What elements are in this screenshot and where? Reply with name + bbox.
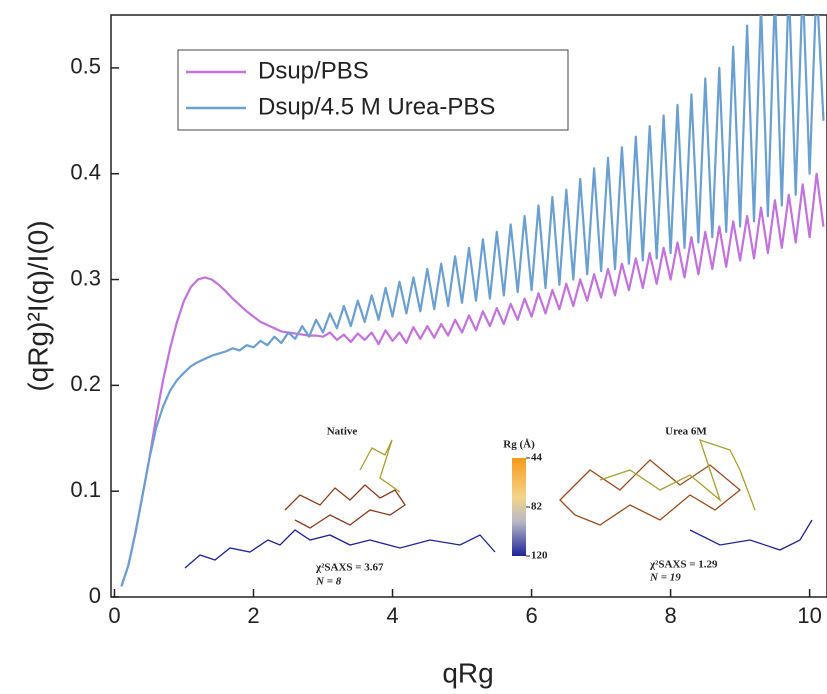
series-line [120, 15, 825, 587]
annotation: Urea 6M [665, 426, 707, 438]
plot-area [120, 15, 825, 587]
legend-label: Dsup/PBS [258, 57, 369, 84]
structure-insets [184, 438, 813, 569]
legend-label: Dsup/4.5 M Urea-PBS [258, 93, 495, 120]
colorbar [512, 458, 526, 556]
series-line [120, 172, 825, 587]
y-tick-label: 0.1 [70, 477, 101, 502]
colorbar-label: Rg (Å) [503, 439, 535, 451]
y-tick-label: 0.5 [70, 54, 101, 79]
colorbar-tick-label: 120 [531, 550, 548, 562]
x-tick-label: 6 [525, 603, 537, 628]
y-tick-label: 0.3 [70, 265, 101, 290]
x-tick-label: 10 [797, 603, 821, 628]
colorbar-tick-label: 82 [531, 501, 543, 513]
x-tick-label: 0 [108, 603, 120, 628]
y-tick-label: 0.2 [70, 371, 101, 396]
annotation: χ²SAXS = 1.29 [649, 559, 718, 571]
annotation: Native [327, 426, 358, 438]
colorbar-tick-label: 44 [531, 452, 543, 464]
x-tick-label: 4 [386, 603, 398, 628]
legend [177, 49, 569, 131]
x-axis-label: qRg [442, 657, 493, 688]
y-axis-label: (qRg)²I(q)/I(0) [22, 220, 53, 391]
annotation: N = 8 [315, 576, 342, 588]
x-tick-label: 8 [664, 603, 676, 628]
x-tick-label: 2 [247, 603, 259, 628]
annotation: N = 19 [649, 572, 681, 584]
plot-frame [110, 14, 827, 598]
y-tick-label: 0 [89, 583, 101, 608]
y-tick-label: 0.4 [70, 160, 101, 185]
annotation: χ²SAXS = 3.67 [315, 562, 384, 574]
